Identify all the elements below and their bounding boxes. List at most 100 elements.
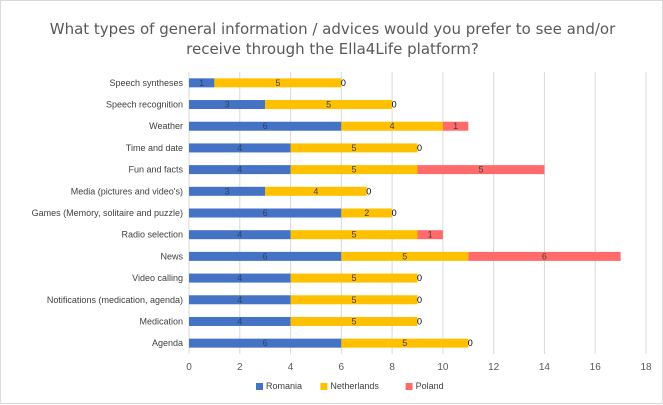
data-label-romania: 6 <box>263 251 268 261</box>
bar-netherlands <box>341 251 469 261</box>
data-label-netherlands: 5 <box>402 338 407 348</box>
bar-netherlands <box>290 316 418 326</box>
bar-netherlands <box>290 143 418 153</box>
data-label-netherlands: 5 <box>352 230 357 240</box>
category-label: News <box>160 251 183 261</box>
legend-label-netherlands: Netherlands <box>330 381 379 391</box>
category-label: Weather <box>149 121 183 131</box>
bar-romania <box>189 143 291 153</box>
bar-romania <box>189 165 291 175</box>
x-tick-label-18: 18 <box>640 362 652 373</box>
category-label: Media (pictures and video's) <box>71 186 183 196</box>
bar-romania <box>189 100 266 110</box>
data-label-romania: 4 <box>237 143 242 153</box>
chart-title-line-1: What types of general information / advi… <box>49 20 616 38</box>
bar-romania <box>189 338 342 348</box>
x-tick-label-8: 8 <box>389 362 395 373</box>
data-label-netherlands: 4 <box>390 121 395 131</box>
data-label-poland: 0 <box>417 316 422 326</box>
bar-netherlands <box>290 273 418 283</box>
category-label: Speech syntheses <box>109 78 183 88</box>
legend-swatch-poland <box>405 383 413 390</box>
data-label-poland: 1 <box>428 230 433 240</box>
x-tick-label-12: 12 <box>488 362 500 373</box>
bar-poland <box>417 165 545 175</box>
category-label: Medication <box>139 316 183 326</box>
x-tick-label-10: 10 <box>437 362 449 373</box>
bar-netherlands <box>341 121 443 131</box>
data-label-romania: 6 <box>263 121 268 131</box>
data-label-netherlands: 5 <box>352 273 357 283</box>
bar-netherlands <box>341 208 393 218</box>
bar-romania <box>189 208 342 218</box>
x-tick-label-16: 16 <box>590 362 602 373</box>
data-label-romania: 6 <box>263 338 268 348</box>
x-tick-label-2: 2 <box>237 362 243 373</box>
data-label-poland: 1 <box>453 121 458 131</box>
data-label-netherlands: 5 <box>352 295 357 305</box>
data-label-poland: 0 <box>392 100 397 110</box>
data-label-romania: 4 <box>237 230 242 240</box>
category-label: Speech recognition <box>106 100 183 110</box>
data-label-poland: 0 <box>417 295 422 305</box>
data-label-netherlands: 2 <box>364 208 369 218</box>
x-tick-label-0: 0 <box>186 362 192 373</box>
x-tick-label-14: 14 <box>539 362 551 373</box>
data-label-netherlands: 5 <box>352 316 357 326</box>
data-label-netherlands: 5 <box>326 100 331 110</box>
bar-poland <box>468 251 621 261</box>
category-label: Fun and facts <box>128 165 183 175</box>
data-label-romania: 4 <box>237 316 242 326</box>
data-label-poland: 5 <box>478 165 483 175</box>
category-label: Time and date <box>126 143 183 153</box>
bar-netherlands <box>341 338 469 348</box>
category-label: Radio selection <box>121 230 183 240</box>
bar-poland <box>442 121 469 131</box>
bar-poland <box>417 230 443 240</box>
category-label: Notifications (medication, agenda) <box>47 295 183 305</box>
x-tick-label-4: 4 <box>288 362 294 373</box>
data-label-poland: 0 <box>366 186 371 196</box>
data-label-poland: 0 <box>468 338 473 348</box>
bar-romania <box>189 316 291 326</box>
data-label-netherlands: 4 <box>313 186 318 196</box>
bar-romania <box>189 230 291 240</box>
bar-romania <box>189 186 266 196</box>
data-label-poland: 6 <box>542 251 547 261</box>
data-label-romania: 4 <box>237 273 242 283</box>
legend-swatch-romania <box>256 383 263 390</box>
data-label-romania: 3 <box>225 186 230 196</box>
bar-netherlands <box>214 78 342 88</box>
bar-netherlands <box>290 165 418 175</box>
legend-swatch-netherlands <box>320 383 328 390</box>
data-label-poland: 0 <box>341 78 346 88</box>
data-label-poland: 0 <box>417 143 422 153</box>
legend-label-poland: Poland <box>416 381 444 391</box>
data-label-netherlands: 5 <box>402 251 407 261</box>
bar-romania <box>189 78 215 88</box>
data-label-netherlands: 5 <box>352 165 357 175</box>
data-label-romania: 6 <box>263 208 268 218</box>
data-label-netherlands: 5 <box>275 78 280 88</box>
category-label: Games (Memory, solitaire and puzzle) <box>32 208 183 218</box>
category-label: Agenda <box>152 338 183 348</box>
category-label: Video calling <box>132 273 183 283</box>
data-label-romania: 3 <box>225 100 230 110</box>
data-label-poland: 0 <box>392 208 397 218</box>
bar-romania <box>189 251 342 261</box>
data-label-netherlands: 5 <box>352 143 357 153</box>
legend-label-romania: Romania <box>266 381 302 391</box>
bar-netherlands <box>290 230 418 240</box>
bar-romania <box>189 295 291 305</box>
bar-netherlands <box>265 100 393 110</box>
chart-title-line-2: receive through the Ella4Life platform? <box>186 40 479 58</box>
data-label-poland: 0 <box>417 273 422 283</box>
bar-romania <box>189 121 342 131</box>
bar-romania <box>189 273 291 283</box>
data-label-romania: 4 <box>237 165 242 175</box>
data-label-romania: 1 <box>199 78 204 88</box>
x-tick-label-6: 6 <box>339 362 345 373</box>
data-label-romania: 4 <box>237 295 242 305</box>
